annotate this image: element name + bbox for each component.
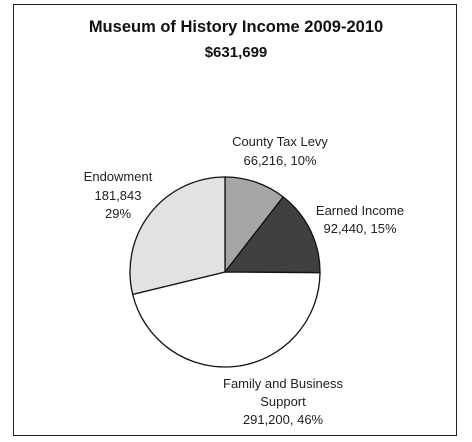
value-earned-income: 92,440, 15% [323, 221, 396, 236]
value-family-business: 291,200, 46% [243, 412, 324, 427]
value-county-tax-levy: 66,216, 10% [243, 153, 316, 168]
label-endowment: Endowment [84, 169, 153, 184]
pie-slice-endowment [129, 176, 226, 296]
amount-endowment: 181,843 [95, 188, 142, 203]
percent-endowment: 29% [105, 206, 131, 221]
chart-subtitle: $631,699 [204, 44, 268, 61]
percent-earned-income: 15% [370, 221, 396, 236]
label-county-tax-levy: County Tax Levy [232, 134, 328, 149]
pie-slice-family-and-business-support [131, 271, 321, 368]
amount-family-business: 291,200 [243, 412, 290, 427]
amount-earned-income: 92,440 [323, 221, 363, 236]
label-family-business-line2: Support [260, 394, 306, 409]
pie-slice-earned-income [223, 195, 321, 274]
label-family-business-line1: Family and Business [223, 376, 343, 391]
percent-family-business: 46% [297, 412, 323, 427]
chart-title: Museum of History Income 2009-2010 [88, 18, 384, 36]
label-earned-income: Earned Income [316, 203, 404, 218]
percent-county-tax-levy: 10% [290, 153, 316, 168]
amount-county-tax-levy: 66,216 [243, 153, 283, 168]
